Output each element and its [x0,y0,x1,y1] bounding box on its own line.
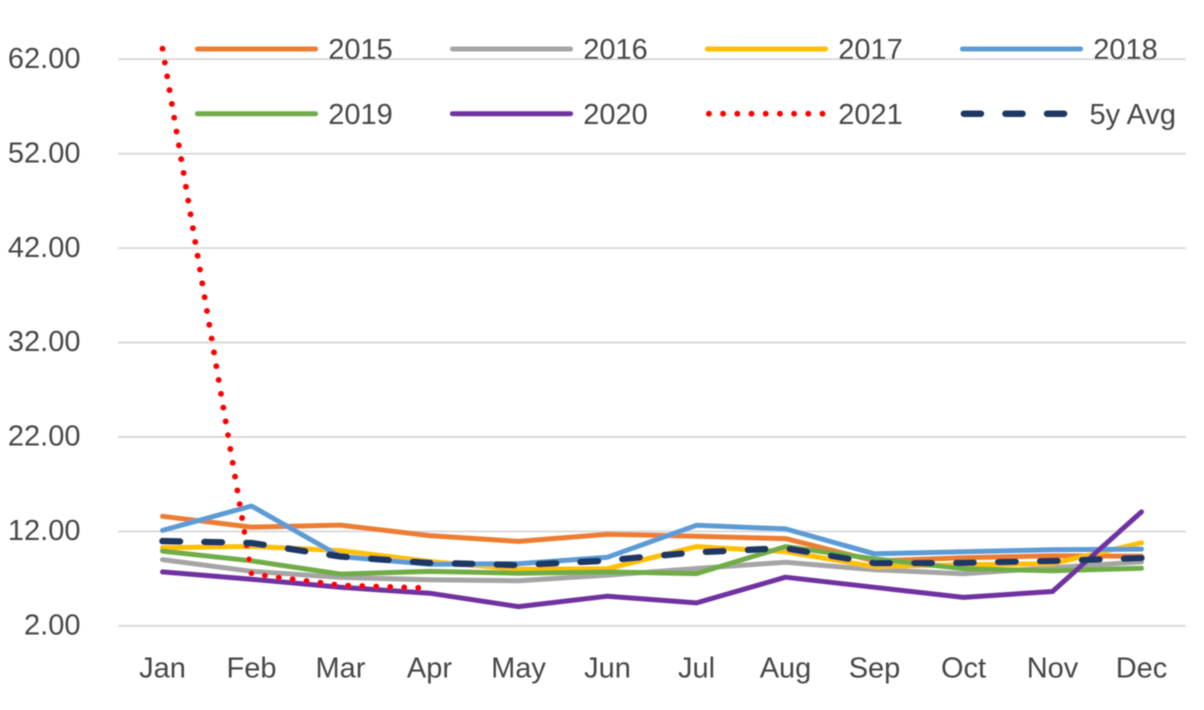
svg-text:2019: 2019 [328,99,393,131]
svg-text:Jan: Jan [139,653,186,685]
svg-text:Jul: Jul [678,653,715,685]
svg-text:Jun: Jun [584,653,631,685]
svg-text:5y Avg: 5y Avg [1090,99,1177,131]
svg-text:12.00: 12.00 [8,515,81,547]
svg-text:2018: 2018 [1093,34,1158,66]
svg-text:2021: 2021 [838,99,903,131]
svg-text:2020: 2020 [583,99,648,131]
svg-text:Mar: Mar [316,653,366,685]
svg-text:Dec: Dec [1116,653,1168,685]
svg-text:May: May [491,653,546,685]
svg-text:32.00: 32.00 [8,326,81,358]
svg-text:Oct: Oct [941,653,986,685]
svg-text:2016: 2016 [583,34,648,66]
svg-text:62.00: 62.00 [8,43,81,75]
svg-text:52.00: 52.00 [8,137,81,169]
svg-text:22.00: 22.00 [8,421,81,453]
svg-text:Feb: Feb [227,653,277,685]
svg-text:42.00: 42.00 [8,232,81,264]
svg-text:2017: 2017 [838,34,903,66]
svg-text:2.00: 2.00 [24,610,80,642]
svg-text:Aug: Aug [760,653,812,685]
svg-text:Sep: Sep [849,653,901,685]
svg-text:Apr: Apr [407,653,452,685]
svg-text:2015: 2015 [328,34,393,66]
svg-text:Nov: Nov [1027,653,1079,685]
